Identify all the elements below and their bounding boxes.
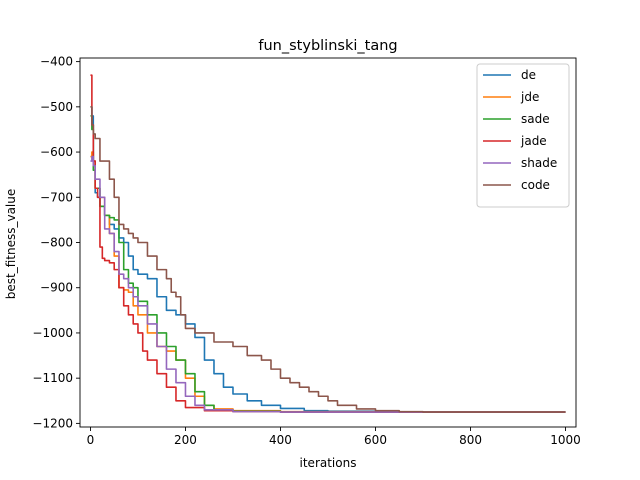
y-tick-label: −800 bbox=[40, 236, 73, 250]
legend-label-shade: shade bbox=[521, 156, 557, 170]
y-axis-label: best_fitness_value bbox=[4, 189, 18, 300]
x-axis-label: iterations bbox=[300, 456, 357, 470]
legend-label-code: code bbox=[521, 178, 550, 192]
legend-box bbox=[476, 63, 570, 208]
x-tick-label: 400 bbox=[269, 433, 292, 447]
x-tick-label: 800 bbox=[459, 433, 482, 447]
y-tick-label: −700 bbox=[40, 190, 73, 204]
chart-title: fun_styblinski_tang bbox=[258, 38, 397, 54]
series-line-code bbox=[90, 106, 566, 413]
x-tick-label: 0 bbox=[87, 433, 95, 447]
x-tick-label: 200 bbox=[174, 433, 197, 447]
series-line-jade bbox=[90, 74, 566, 413]
y-tick-label: −1100 bbox=[32, 371, 73, 385]
y-tick-label: −500 bbox=[40, 100, 73, 114]
axes-layer: 0 200 400 600 800 1000 −1200 −1100 −1000 −900 −800… bbox=[32, 55, 580, 447]
legend-label-sade: sade bbox=[521, 112, 550, 126]
x-tick-label: 1000 bbox=[550, 433, 581, 447]
y-tick-label: −600 bbox=[40, 145, 73, 159]
legend-label-jde: jde bbox=[520, 90, 539, 104]
y-tick-label: −900 bbox=[40, 281, 73, 295]
y-tick-label: −1000 bbox=[32, 326, 73, 340]
x-tick-label: 600 bbox=[364, 433, 387, 447]
series-layer bbox=[90, 74, 566, 413]
y-tick-label: −1200 bbox=[32, 416, 73, 430]
legend-label-de: de bbox=[521, 68, 536, 82]
legend: de jde sade jade shade code bbox=[476, 63, 570, 208]
legend-label-jade: jade bbox=[520, 134, 547, 148]
series-line-shade bbox=[90, 155, 566, 413]
y-tick-label: −400 bbox=[40, 55, 73, 69]
